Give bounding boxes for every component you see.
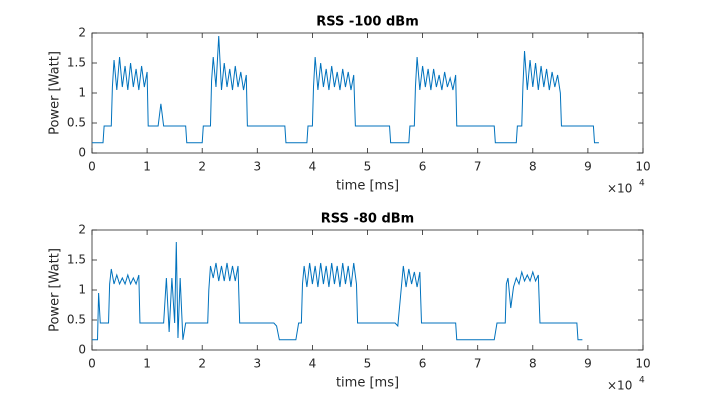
x-tick-label: 6 <box>419 160 427 174</box>
y-tick-label: 0 <box>78 343 86 357</box>
x-tick-label: 5 <box>364 357 372 371</box>
x-tick-label: 3 <box>253 160 261 174</box>
x-tick-label: 9 <box>584 357 592 371</box>
x-tick-label: 6 <box>419 357 427 371</box>
x-tick-label: 1 <box>143 160 151 174</box>
y-tick-label: 1.5 <box>67 253 86 267</box>
x-tick-label: 10 <box>635 357 650 371</box>
x-tick-label: 0 <box>88 160 96 174</box>
x-axis-label: time [ms] <box>336 376 399 391</box>
x-tick-label: 5 <box>364 160 372 174</box>
y-tick-label: 0 <box>78 146 86 160</box>
x-scale-base: ×10 <box>607 379 632 393</box>
y-tick-label: 2 <box>78 223 86 237</box>
y-tick-label: 0.5 <box>67 313 86 327</box>
trace-line <box>92 241 583 341</box>
y-axis-label: Power [Watt] <box>48 248 63 332</box>
x-tick-label: 7 <box>474 357 482 371</box>
trace-line <box>92 35 599 144</box>
x-tick-label: 9 <box>584 160 592 174</box>
x-tick-label: 8 <box>529 160 537 174</box>
x-scale-exponent: 4 <box>639 179 645 189</box>
y-axis-label: Power [Watt] <box>48 51 63 135</box>
y-tick-label: 1 <box>78 283 86 297</box>
y-tick-label: 0.5 <box>67 116 86 130</box>
chart-title: RSS -80 dBm <box>321 212 414 227</box>
x-tick-label: 2 <box>198 357 206 371</box>
y-tick-label: 2 <box>78 26 86 40</box>
y-tick-label: 1 <box>78 86 86 100</box>
x-scale-exponent: 4 <box>639 376 645 386</box>
y-tick-label: 1.5 <box>67 56 86 70</box>
plot-area <box>91 229 644 351</box>
x-tick-label: 4 <box>309 357 317 371</box>
x-tick-label: 0 <box>88 357 96 371</box>
x-tick-label: 3 <box>253 357 261 371</box>
x-tick-label: 10 <box>635 160 650 174</box>
x-tick-label: 2 <box>198 160 206 174</box>
x-scale-base: ×10 <box>607 182 632 196</box>
x-tick-label: 1 <box>143 357 151 371</box>
x-tick-label: 7 <box>474 160 482 174</box>
chart-title: RSS -100 dBm <box>316 15 419 30</box>
x-tick-label: 8 <box>529 357 537 371</box>
x-tick-label: 4 <box>309 160 317 174</box>
x-axis-label: time [ms] <box>336 179 399 194</box>
